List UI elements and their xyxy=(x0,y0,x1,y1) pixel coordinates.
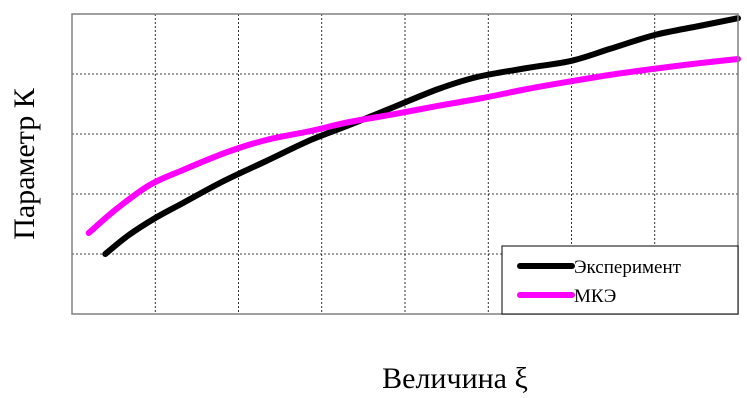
x-axis-label: Величина ξ xyxy=(382,362,528,395)
legend: Эксперимент МКЭ xyxy=(501,245,739,315)
series-group xyxy=(85,15,741,257)
legend-label-fem: МКЭ xyxy=(574,286,616,307)
plot-frame xyxy=(71,13,739,315)
legend-label-experiment: Эксперимент xyxy=(574,257,682,278)
series-line-fem xyxy=(85,56,741,236)
y-axis-label: Параметр К xyxy=(8,87,41,240)
legend-box xyxy=(501,245,739,315)
series-line-experiment xyxy=(102,15,741,257)
